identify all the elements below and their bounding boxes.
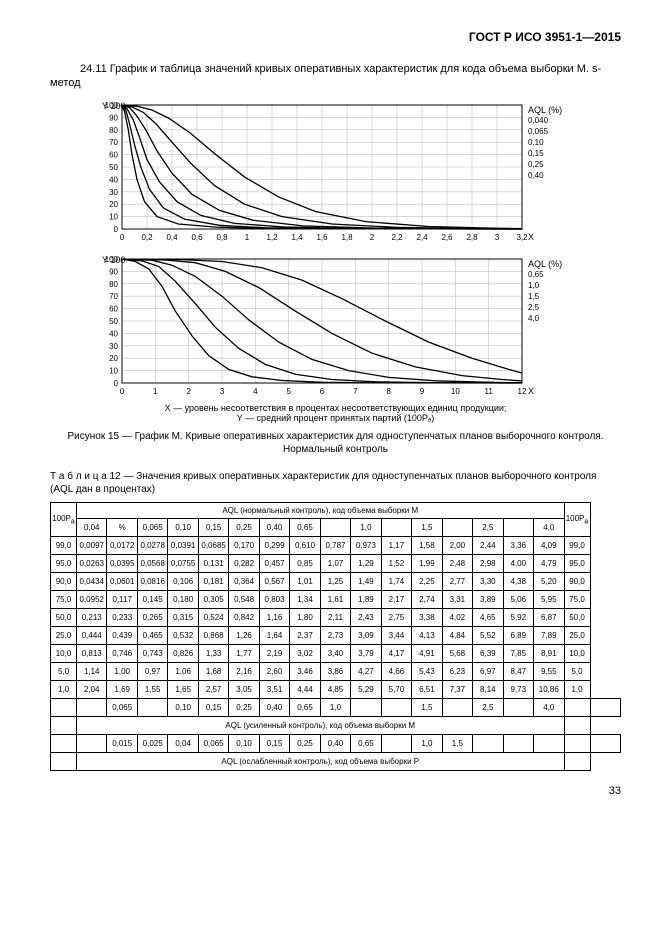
table-row: 25,00,4440,4390,4650,5320,8681,261,642,3… xyxy=(51,627,621,645)
svg-text:30: 30 xyxy=(109,187,118,196)
svg-text:4,0: 4,0 xyxy=(528,314,540,323)
svg-text:2: 2 xyxy=(369,233,374,242)
svg-text:0,065: 0,065 xyxy=(528,127,549,136)
svg-text:AQL (%): AQL (%) xyxy=(528,105,562,115)
svg-text:12: 12 xyxy=(517,387,526,396)
svg-text:50: 50 xyxy=(109,317,118,326)
svg-text:0: 0 xyxy=(119,233,124,242)
svg-text:30: 30 xyxy=(109,341,118,350)
svg-text:1,4: 1,4 xyxy=(291,233,303,242)
figure-title: Рисунок 15 — График М. Кривые оперативны… xyxy=(50,430,621,456)
intro-paragraph: 24.11 График и таблица значений кривых о… xyxy=(50,62,621,91)
svg-text:70: 70 xyxy=(109,138,118,147)
svg-text:Y 100: Y 100 xyxy=(102,255,125,265)
svg-text:0,8: 0,8 xyxy=(216,233,228,242)
svg-text:1: 1 xyxy=(153,387,158,396)
svg-text:0,040: 0,040 xyxy=(528,116,549,125)
svg-text:90: 90 xyxy=(109,267,118,276)
svg-text:1,2: 1,2 xyxy=(266,233,278,242)
table-row: 1,02,041,691,551,652,573,053,514,444,855… xyxy=(51,681,621,699)
svg-text:40: 40 xyxy=(109,329,118,338)
svg-text:0,2: 0,2 xyxy=(141,233,153,242)
table-row: 10,00,8130,7460,7430,8261,331,772,193,02… xyxy=(51,645,621,663)
svg-text:70: 70 xyxy=(109,292,118,301)
svg-text:11: 11 xyxy=(484,387,493,396)
table-caption: Т а б л и ц а 12 — Значения кривых опера… xyxy=(50,470,621,496)
svg-text:5: 5 xyxy=(286,387,291,396)
svg-text:1,6: 1,6 xyxy=(316,233,328,242)
svg-text:2: 2 xyxy=(186,387,191,396)
svg-text:3,2: 3,2 xyxy=(516,233,528,242)
svg-text:10: 10 xyxy=(450,387,459,396)
svg-text:20: 20 xyxy=(109,354,118,363)
oc-table: 100PaAQL (нормальный контроль), код объе… xyxy=(50,502,621,771)
svg-text:60: 60 xyxy=(109,304,118,313)
page-number: 33 xyxy=(50,785,621,797)
svg-text:0,25: 0,25 xyxy=(528,160,544,169)
svg-text:2,2: 2,2 xyxy=(391,233,403,242)
svg-text:60: 60 xyxy=(109,150,118,159)
svg-text:AQL (%): AQL (%) xyxy=(528,259,562,269)
svg-text:1,8: 1,8 xyxy=(341,233,353,242)
svg-text:3: 3 xyxy=(494,233,499,242)
table-row: 90,00,04340,06010,08160,1060,1810,3640,5… xyxy=(51,573,621,591)
svg-text:40: 40 xyxy=(109,175,118,184)
svg-text:80: 80 xyxy=(109,125,118,134)
svg-text:10: 10 xyxy=(109,366,118,375)
table-row: 5,01,141,000,971,061,682,162,603,463,864… xyxy=(51,663,621,681)
svg-text:10: 10 xyxy=(109,212,118,221)
svg-text:X: X xyxy=(528,232,534,242)
svg-text:8: 8 xyxy=(386,387,391,396)
svg-text:0: 0 xyxy=(113,379,118,388)
svg-text:80: 80 xyxy=(109,279,118,288)
svg-text:2,8: 2,8 xyxy=(466,233,478,242)
svg-text:90: 90 xyxy=(109,113,118,122)
svg-text:1: 1 xyxy=(244,233,249,242)
svg-text:9: 9 xyxy=(419,387,424,396)
oc-chart-top: 0 0,2 0,4 0,6 0,8 1 1,2 1,4 1,6 1,8 2 2,2 2,4 2,6 2,8 3… xyxy=(86,97,586,247)
table-row: 50,00,2130,2330,2650,3150,5240,8421,161,… xyxy=(51,609,621,627)
svg-text:0,65: 0,65 xyxy=(528,270,544,279)
oc-chart-bottom: 01234567891011120102030405060708090100Y … xyxy=(86,251,586,401)
doc-header: ГОСТ Р ИСО 3951-1—2015 xyxy=(50,30,621,44)
svg-text:0,4: 0,4 xyxy=(166,233,178,242)
svg-text:2,6: 2,6 xyxy=(441,233,453,242)
table-row: 99,00,00970,01720,02780,03910,06850,1700… xyxy=(51,537,621,555)
svg-text:6: 6 xyxy=(319,387,324,396)
svg-text:0,10: 0,10 xyxy=(528,138,544,147)
svg-text:0,15: 0,15 xyxy=(528,149,544,158)
svg-text:20: 20 xyxy=(109,200,118,209)
svg-text:7: 7 xyxy=(353,387,358,396)
svg-text:3: 3 xyxy=(219,387,224,396)
svg-text:50: 50 xyxy=(109,163,118,172)
svg-text:2,4: 2,4 xyxy=(416,233,428,242)
svg-text:1,0: 1,0 xyxy=(528,281,540,290)
svg-text:0: 0 xyxy=(119,387,124,396)
svg-text:2,5: 2,5 xyxy=(528,303,540,312)
svg-text:0,40: 0,40 xyxy=(528,171,544,180)
svg-text:0: 0 xyxy=(113,225,118,234)
svg-text:0,6: 0,6 xyxy=(191,233,203,242)
svg-text:X: X xyxy=(528,386,534,396)
table-row: 75,00,09520,1170,1450,1800,3050,5480,803… xyxy=(51,591,621,609)
table-row: 95,00,02630,03950,05680,07550,1310,2820,… xyxy=(51,555,621,573)
axis-caption: X — уровень несоответствия в процентах н… xyxy=(50,403,621,425)
svg-text:1,5: 1,5 xyxy=(528,292,540,301)
svg-text:4: 4 xyxy=(253,387,258,396)
